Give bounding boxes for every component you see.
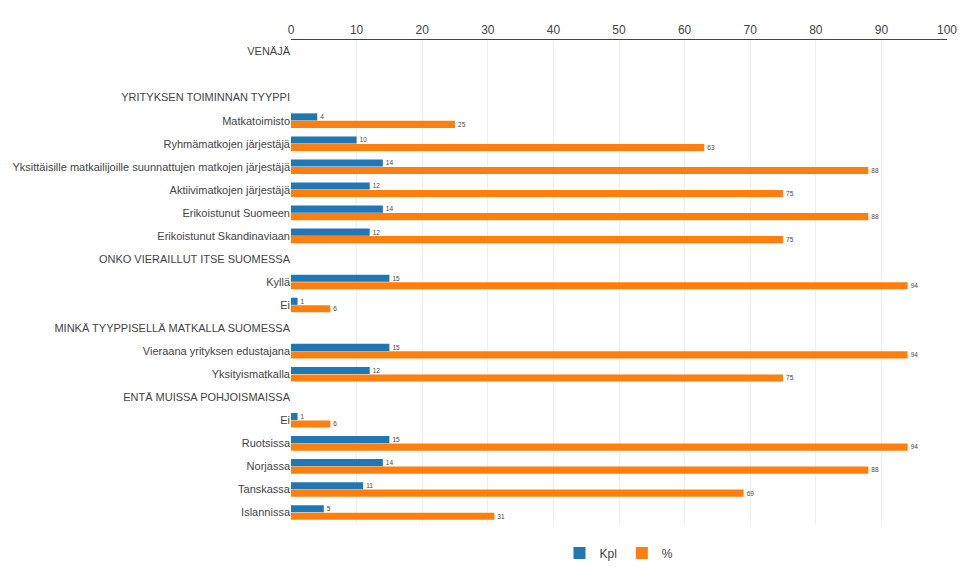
svg-text:Ruotsissa: Ruotsissa: [242, 437, 291, 449]
svg-text:63: 63: [707, 144, 715, 151]
svg-text:Matkatoimisto: Matkatoimisto: [222, 115, 290, 127]
svg-text:%: %: [662, 547, 673, 561]
svg-text:12: 12: [373, 182, 381, 189]
svg-text:Norjassa: Norjassa: [247, 460, 291, 472]
svg-text:Tanskassa: Tanskassa: [238, 483, 291, 495]
svg-text:50: 50: [612, 23, 626, 37]
svg-text:11: 11: [366, 482, 373, 489]
svg-text:Ei: Ei: [280, 414, 290, 426]
svg-text:1: 1: [301, 298, 305, 305]
svg-text:5: 5: [327, 505, 331, 512]
svg-text:75: 75: [786, 190, 794, 197]
svg-text:14: 14: [386, 159, 394, 166]
svg-text:10: 10: [360, 136, 368, 143]
svg-text:88: 88: [871, 213, 879, 220]
svg-text:VENÄJÄ: VENÄJÄ: [247, 45, 290, 57]
svg-text:Erikoistunut Skandinaviaan: Erikoistunut Skandinaviaan: [157, 230, 290, 242]
svg-text:Islannissa: Islannissa: [241, 506, 291, 518]
svg-text:MINKÄ TYYPPISELLÄ MATKALLA SUO: MINKÄ TYYPPISELLÄ MATKALLA SUOMESSA: [54, 322, 290, 334]
svg-text:ENTÄ MUISSA POHJOISMAISSA: ENTÄ MUISSA POHJOISMAISSA: [123, 391, 291, 403]
svg-text:ONKO VIERAILLUT ITSE SUOMESSA: ONKO VIERAILLUT ITSE SUOMESSA: [99, 253, 291, 265]
svg-text:94: 94: [911, 351, 919, 358]
svg-text:40: 40: [547, 23, 561, 37]
svg-text:Vieraana yrityksen edustajana: Vieraana yrityksen edustajana: [143, 345, 291, 357]
svg-text:14: 14: [386, 205, 394, 212]
svg-text:88: 88: [871, 466, 879, 473]
svg-text:Yksittäisille matkailijoille s: Yksittäisille matkailijoille suunnattuje…: [12, 161, 290, 173]
svg-text:6: 6: [333, 305, 337, 312]
svg-text:6: 6: [333, 420, 337, 427]
svg-text:12: 12: [373, 367, 381, 374]
svg-text:Ryhmämatkojen järjestäjä: Ryhmämatkojen järjestäjä: [163, 138, 290, 150]
svg-text:Kyllä: Kyllä: [266, 276, 291, 288]
svg-text:15: 15: [392, 344, 400, 351]
svg-text:75: 75: [786, 236, 794, 243]
svg-text:0: 0: [288, 23, 295, 37]
svg-text:80: 80: [809, 23, 823, 37]
svg-text:Erikoistunut Suomeen: Erikoistunut Suomeen: [182, 207, 290, 219]
svg-text:1: 1: [301, 413, 305, 420]
svg-text:69: 69: [747, 490, 755, 497]
svg-text:10: 10: [350, 23, 364, 37]
svg-text:15: 15: [392, 275, 400, 282]
svg-text:15: 15: [392, 436, 400, 443]
svg-text:14: 14: [386, 459, 394, 466]
svg-text:75: 75: [786, 374, 794, 381]
svg-text:12: 12: [373, 229, 381, 236]
svg-text:30: 30: [481, 23, 495, 37]
svg-text:90: 90: [875, 23, 889, 37]
svg-text:Ei: Ei: [280, 299, 290, 311]
svg-text:25: 25: [458, 121, 466, 128]
svg-text:31: 31: [497, 513, 505, 520]
svg-text:60: 60: [678, 23, 692, 37]
svg-text:70: 70: [744, 23, 758, 37]
svg-text:20: 20: [416, 23, 430, 37]
svg-text:Yksityismatkalla: Yksityismatkalla: [212, 368, 291, 380]
svg-text:4: 4: [320, 113, 324, 120]
svg-text:YRITYKSEN TOIMINNAN TYYPPI: YRITYKSEN TOIMINNAN TYYPPI: [121, 91, 290, 103]
svg-text:88: 88: [871, 167, 879, 174]
svg-text:94: 94: [911, 443, 919, 450]
svg-text:Kpl: Kpl: [600, 547, 617, 561]
svg-text:Aktiivimatkojen järjestäjä: Aktiivimatkojen järjestäjä: [170, 184, 291, 196]
svg-text:94: 94: [911, 282, 919, 289]
svg-text:100: 100: [937, 23, 957, 37]
